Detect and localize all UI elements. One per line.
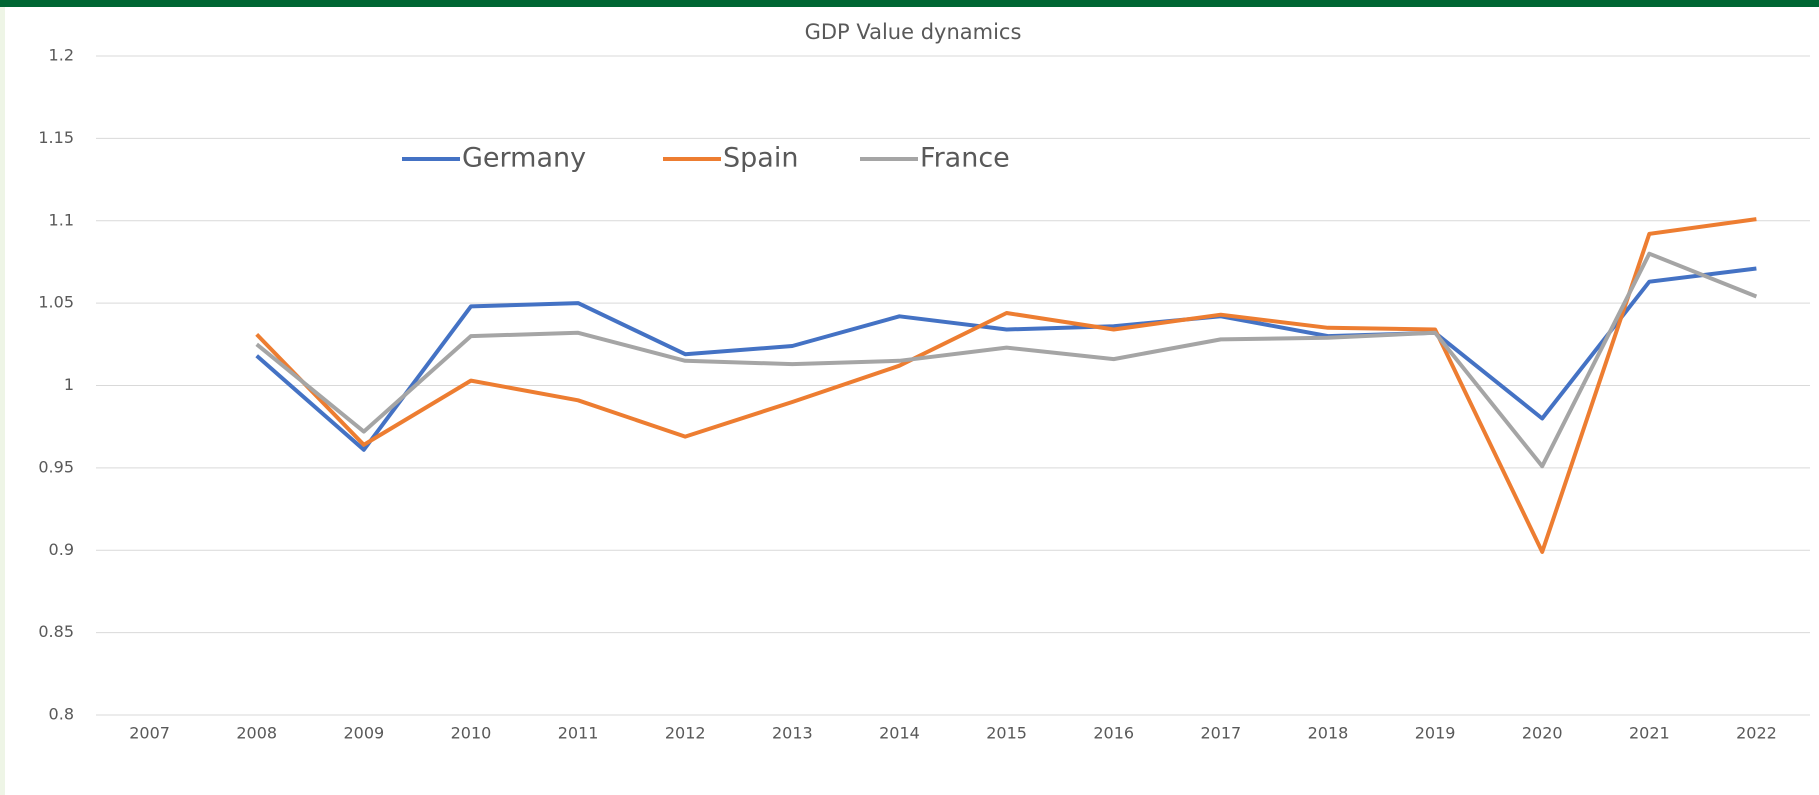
y-tick-label: 1 (64, 375, 74, 394)
x-tick-label: 2012 (665, 724, 706, 743)
x-tick-label: 2011 (558, 724, 599, 743)
x-tick-label: 2010 (451, 724, 492, 743)
x-tick-label: 2018 (1308, 724, 1349, 743)
x-tick-label: 2021 (1629, 724, 1670, 743)
x-tick-label: 2022 (1736, 724, 1777, 743)
legend-label: France (920, 143, 1010, 174)
y-tick-label: 0.85 (38, 622, 74, 641)
chart-title: GDP Value dynamics (805, 20, 1022, 44)
x-tick-label: 2008 (236, 724, 277, 743)
x-tick-label: 2015 (986, 724, 1027, 743)
x-tick-label: 2016 (1093, 724, 1134, 743)
legend-label: Germany (462, 143, 586, 174)
series-line (255, 251, 1758, 469)
series-line (255, 217, 1757, 554)
y-tick-label: 1.15 (38, 128, 74, 147)
y-tick-label: 0.9 (49, 540, 74, 559)
x-tick-label: 2019 (1415, 724, 1456, 743)
legend-label: Spain (723, 143, 798, 174)
y-tick-label: 1.1 (49, 210, 74, 229)
left-strip (0, 7, 5, 795)
x-tick-label: 2013 (772, 724, 813, 743)
y-tick-label: 0.8 (49, 705, 74, 724)
x-tick-label: 2014 (879, 724, 920, 743)
series-line (255, 266, 1757, 452)
x-tick-label: 2009 (343, 724, 384, 743)
y-tick-label: 0.95 (38, 457, 74, 476)
x-tick-label: 2007 (129, 724, 170, 743)
y-tick-label: 1.2 (49, 46, 74, 65)
top-bar (0, 0, 1819, 7)
x-tick-label: 2017 (1200, 724, 1241, 743)
x-tick-label: 2020 (1522, 724, 1563, 743)
y-tick-label: 1.05 (38, 293, 74, 312)
